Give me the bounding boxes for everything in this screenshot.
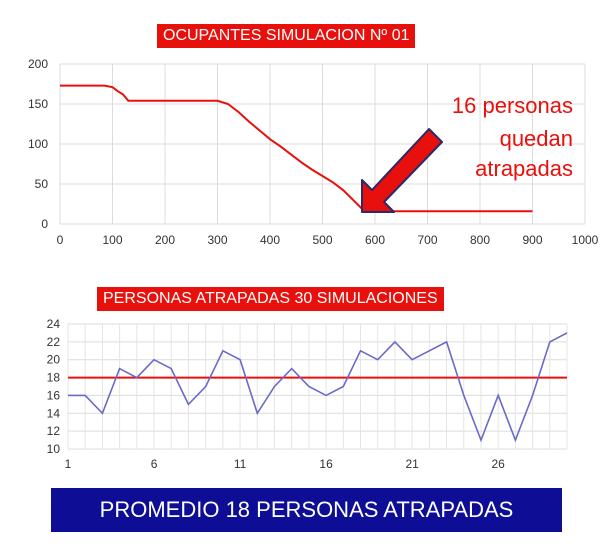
chart2-xtick-label: 1 <box>65 457 72 471</box>
chart2-ytick-label: 18 <box>47 371 61 385</box>
chart1-xtick-label: 1000 <box>572 233 599 247</box>
chart2-ytick-label: 14 <box>47 406 61 420</box>
chart1-xtick-label: 500 <box>312 233 332 247</box>
chart2-ytick-label: 24 <box>47 317 61 331</box>
chart1-title: OCUPANTES SIMULACION Nº 01 <box>157 24 416 48</box>
chart1-annotation-line: quedan <box>500 126 573 151</box>
chart1-xtick-label: 800 <box>470 233 490 247</box>
chart2-ytick-label: 12 <box>47 424 61 438</box>
chart2-title: PERSONAS ATRAPADAS 30 SIMULACIONES <box>97 287 444 311</box>
chart1-xtick-label: 700 <box>417 233 437 247</box>
chart1-xtick-label: 100 <box>102 233 122 247</box>
chart2-series-line <box>68 332 568 443</box>
arrow-icon <box>361 128 443 213</box>
chart1-xtick-label: 400 <box>260 233 280 247</box>
chart1-ytick-label: 200 <box>28 57 48 71</box>
chart1-ytick-label: 50 <box>35 177 49 191</box>
chart2-xtick-label: 16 <box>319 457 333 471</box>
chart1-xtick-label: 600 <box>365 233 385 247</box>
chart1-annotation-line: atrapadas <box>475 156 573 181</box>
chart2-ytick-label: 10 <box>47 442 61 456</box>
chart2-ytick-label: 22 <box>47 335 61 349</box>
chart1-ytick-label: 0 <box>41 217 48 231</box>
chart2-xtick-label: 6 <box>151 457 158 471</box>
average-banner: PROMEDIO 18 PERSONAS ATRAPADAS <box>51 488 562 532</box>
chart2-xtick-label: 11 <box>234 457 247 471</box>
chart1-xtick-label: 300 <box>207 233 227 247</box>
chart1-ytick-label: 100 <box>28 137 48 151</box>
chart1-xtick-label: 200 <box>155 233 175 247</box>
chart1-annotation-line: 16 personas <box>452 93 573 118</box>
chart2-xtick-label: 21 <box>405 457 419 471</box>
chart2-ytick-label: 16 <box>47 388 61 402</box>
chart1-xtick-label: 0 <box>57 233 64 247</box>
chart1-ytick-label: 150 <box>28 97 48 111</box>
chart2-xtick-label: 26 <box>491 457 505 471</box>
chart1-xtick-label: 900 <box>522 233 542 247</box>
chart2-ytick-label: 20 <box>47 353 61 367</box>
